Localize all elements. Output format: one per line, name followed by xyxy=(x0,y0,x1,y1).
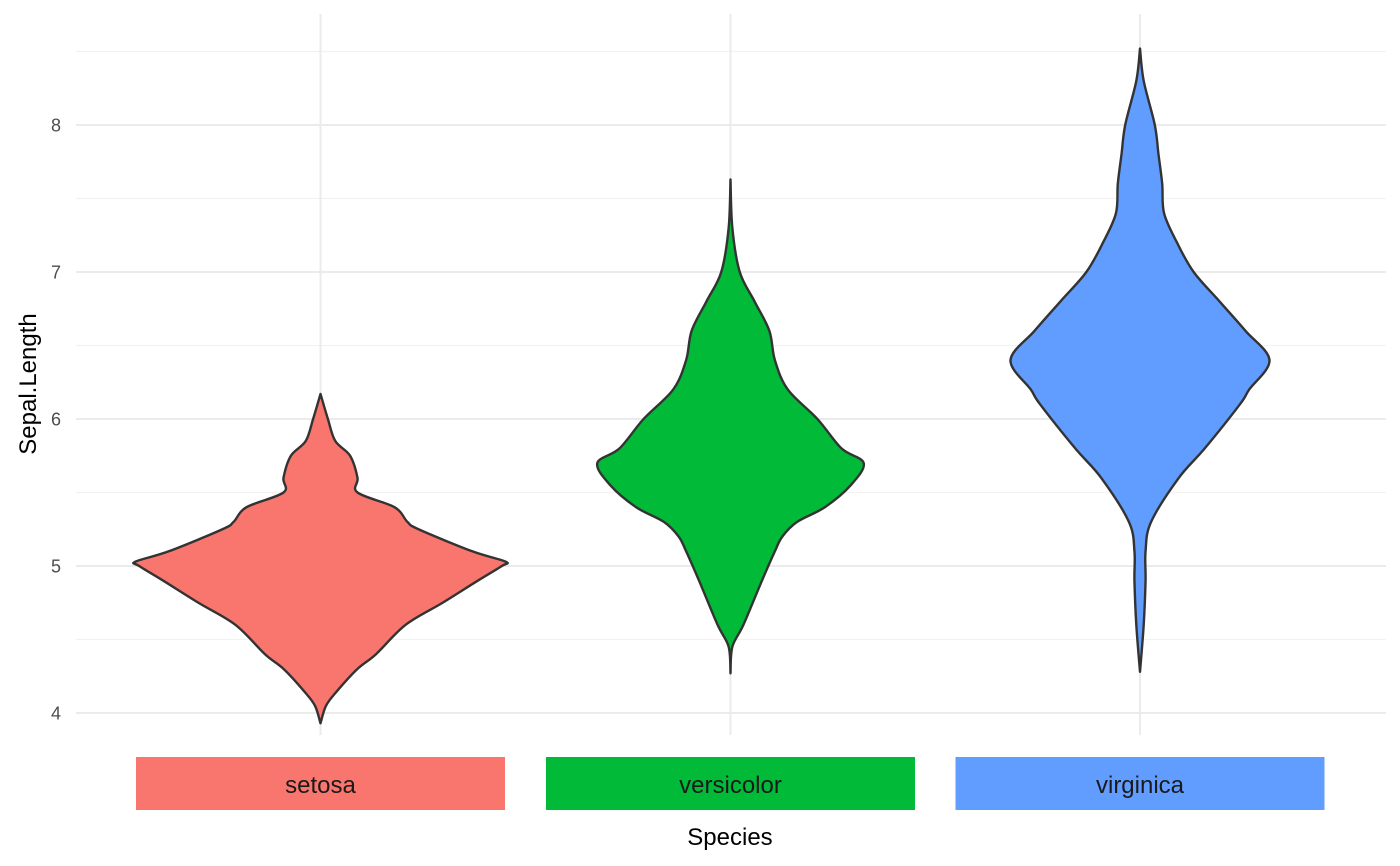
y-tick-label: 8 xyxy=(51,116,61,136)
violin-virginica xyxy=(1009,47,1271,674)
y-tick-label: 5 xyxy=(51,557,61,577)
category-strip-setosa xyxy=(136,757,505,810)
category-strip-versicolor xyxy=(546,757,915,810)
violin-setosa xyxy=(132,392,509,725)
category-strip-virginica xyxy=(955,757,1325,810)
y-axis-title: Sepal.Length xyxy=(15,313,42,454)
y-tick-label: 4 xyxy=(51,704,61,724)
violin-group xyxy=(132,47,1271,725)
x-axis-title: Species xyxy=(687,824,772,851)
y-axis-tick-labels: 4 5 6 7 8 xyxy=(51,116,61,724)
y-tick-label: 7 xyxy=(51,263,61,283)
violin-versicolor xyxy=(595,178,866,675)
category-label: versicolor xyxy=(679,772,782,799)
y-tick-label: 6 xyxy=(51,410,61,430)
category-label: setosa xyxy=(285,772,356,799)
category-strips: setosa versicolor virginica xyxy=(136,757,1325,810)
category-label: virginica xyxy=(1096,772,1185,799)
